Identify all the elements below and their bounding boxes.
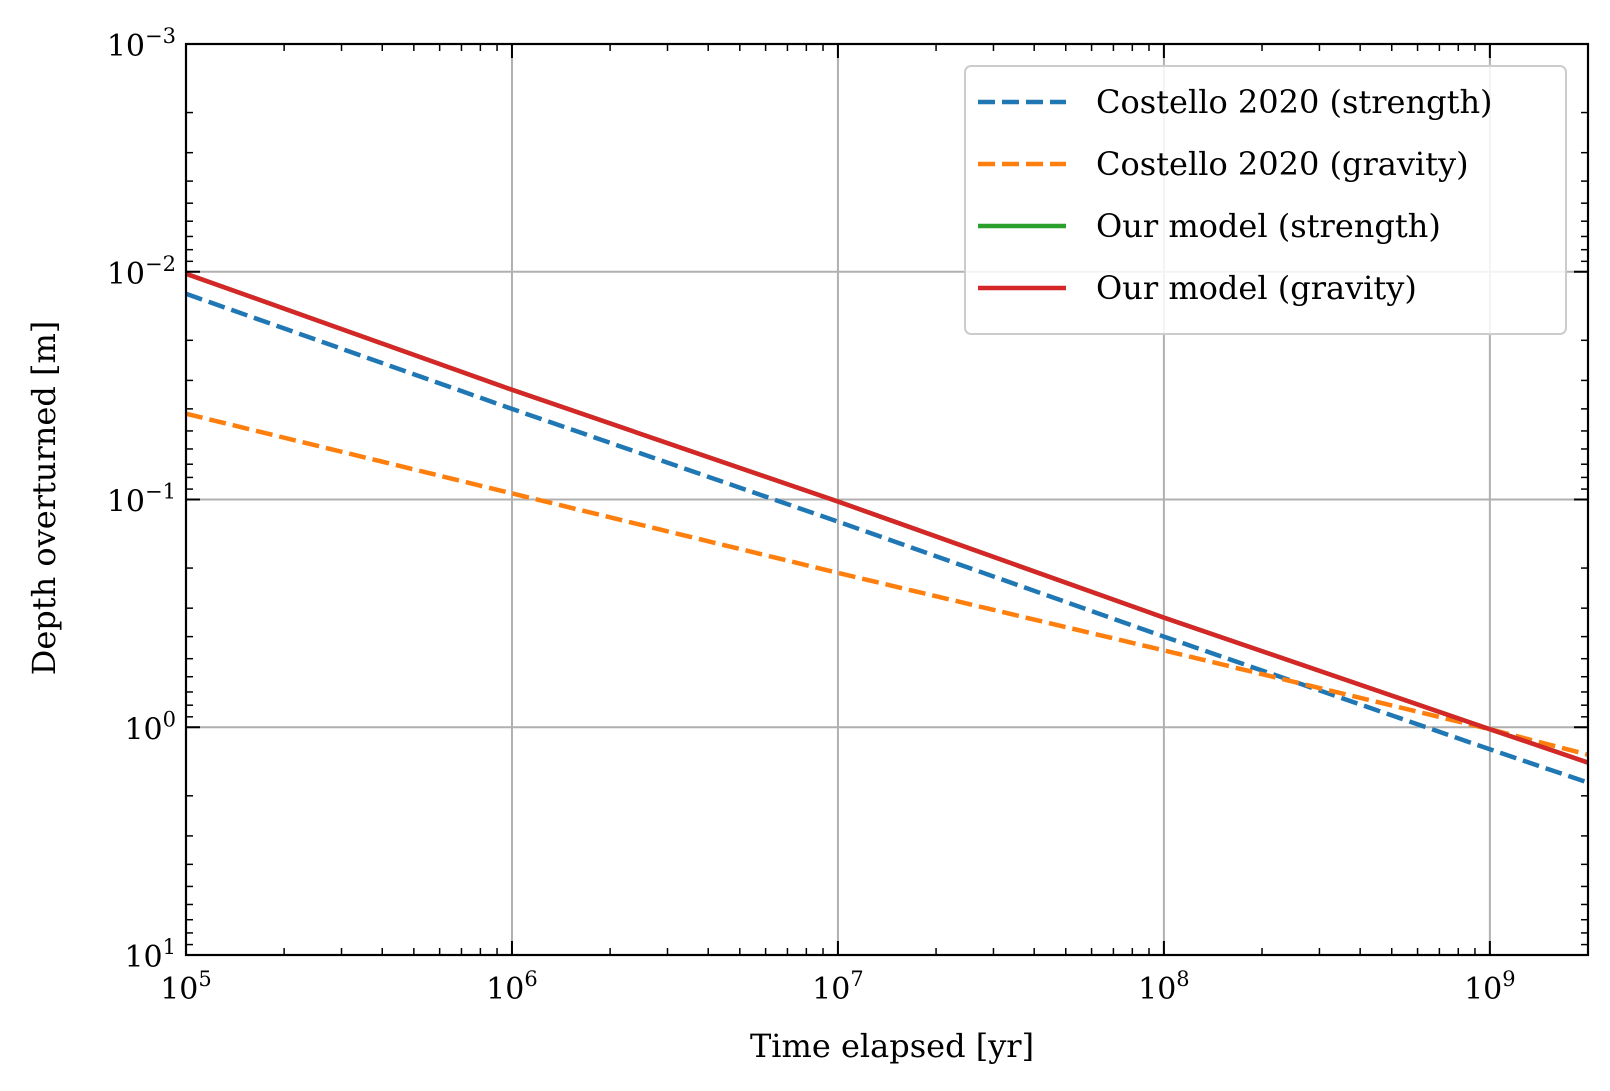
series-costello-gravity [185, 411, 1589, 757]
tick-labels: 105 106 107 108 109 10−3 10−2 10−1 100 101 [107, 24, 1516, 1007]
plot-series [185, 271, 1589, 785]
y-axis-label: Depth overturned [m] [25, 321, 63, 676]
x-tick-label: 105 [160, 967, 212, 1007]
series-our-model-gravity [185, 271, 1589, 765]
x-tick-label: 109 [1464, 967, 1516, 1007]
legend-label: Costello 2020 (gravity) [1096, 145, 1469, 183]
y-tick-label: 10−1 [107, 480, 176, 520]
y-tick-label: 101 [124, 935, 176, 975]
legend: Costello 2020 (strength) Costello 2020 (g… [964, 65, 1567, 335]
y-tick-label: 10−3 [107, 24, 176, 64]
x-tick-label: 107 [812, 967, 864, 1007]
legend-label: Costello 2020 (strength) [1096, 83, 1493, 121]
axis-ticks [185, 43, 1588, 956]
y-tick-label: 100 [124, 707, 176, 747]
y-tick-label: 10−2 [107, 252, 176, 292]
x-tick-label: 106 [486, 967, 538, 1007]
x-tick-label: 108 [1138, 967, 1190, 1007]
legend-label: Our model (strength) [1096, 207, 1441, 245]
legend-box [964, 65, 1567, 335]
series-costello-strength [185, 291, 1589, 785]
legend-label: Our model (gravity) [1096, 269, 1417, 307]
x-axis-label: Time elapsed [yr] [750, 1027, 1034, 1065]
